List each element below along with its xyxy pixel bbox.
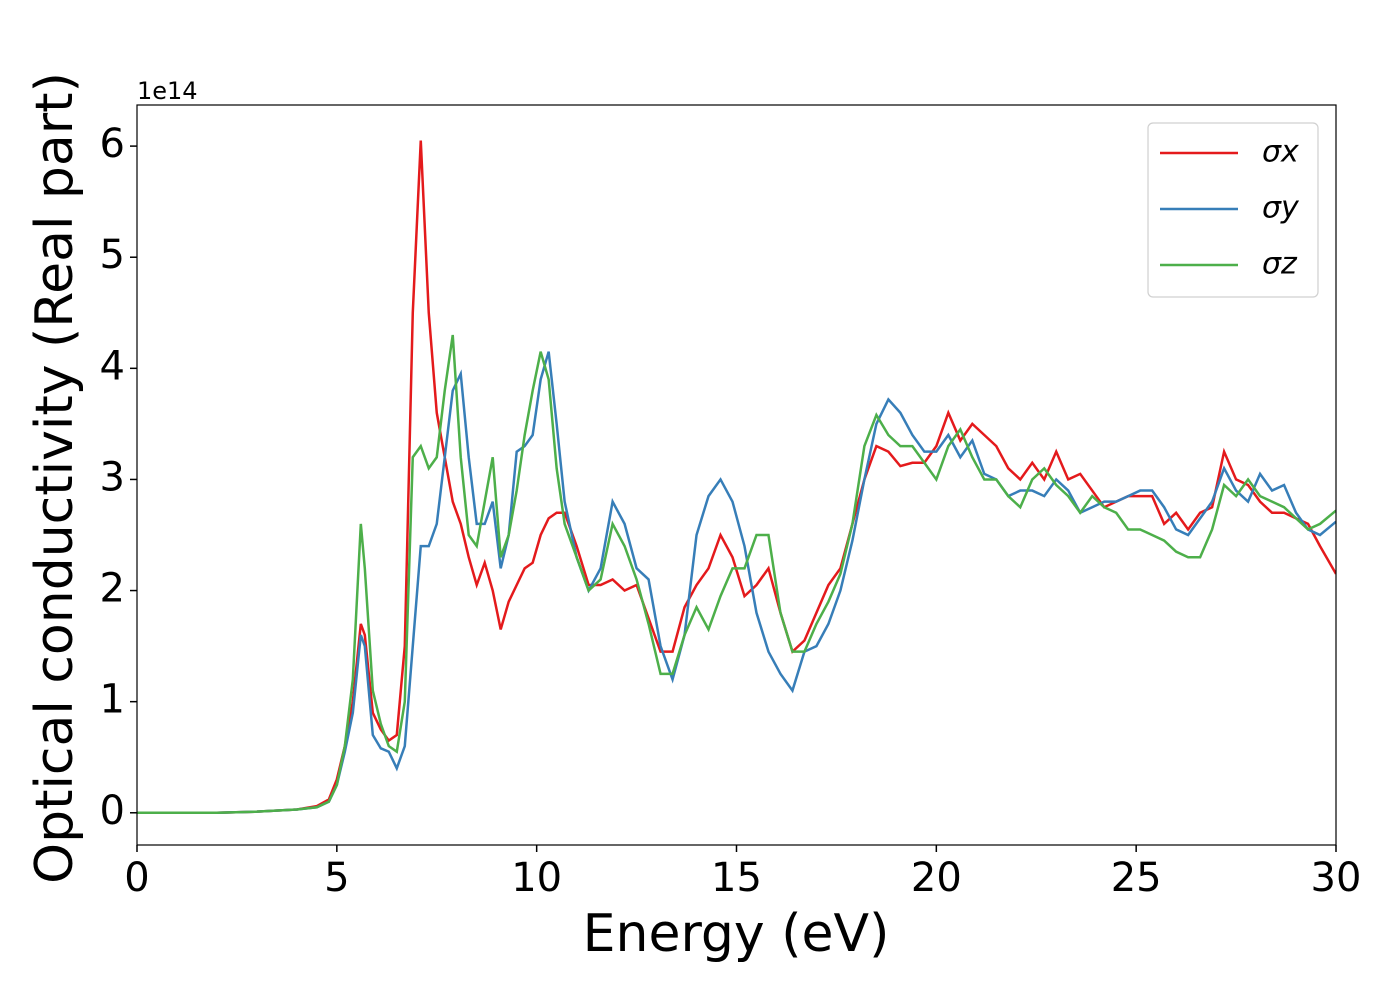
legend-label: σy xyxy=(1262,191,1300,226)
y-offset-label: 1e14 xyxy=(137,77,198,105)
y-tick-label: 2 xyxy=(100,566,125,612)
x-axis-label: Energy (eV) xyxy=(583,904,890,964)
y-axis-label: Optical conductivity (Real part) xyxy=(25,72,85,884)
y-tick-label: 6 xyxy=(100,121,125,167)
series-line xyxy=(137,334,1336,815)
series-line xyxy=(137,140,1336,815)
x-tick-label: 10 xyxy=(511,855,562,901)
y-tick-label: 5 xyxy=(100,232,125,278)
y-tick-label: 3 xyxy=(100,454,125,500)
plot-frame xyxy=(136,104,1337,846)
legend-label: σx xyxy=(1262,135,1299,170)
x-tick-label: 30 xyxy=(1311,855,1362,901)
y-tick-label: 0 xyxy=(100,788,125,834)
legend-label: σz xyxy=(1262,247,1298,282)
y-tick-label: 1 xyxy=(100,677,125,723)
y-tick-label: 4 xyxy=(100,343,125,389)
x-tick-label: 15 xyxy=(711,855,762,901)
x-tick-label: 5 xyxy=(324,855,349,901)
x-tick-label: 0 xyxy=(124,855,149,901)
x-tick-label: 20 xyxy=(911,855,962,901)
series-line xyxy=(137,351,1336,815)
x-tick-label: 25 xyxy=(1111,855,1162,901)
